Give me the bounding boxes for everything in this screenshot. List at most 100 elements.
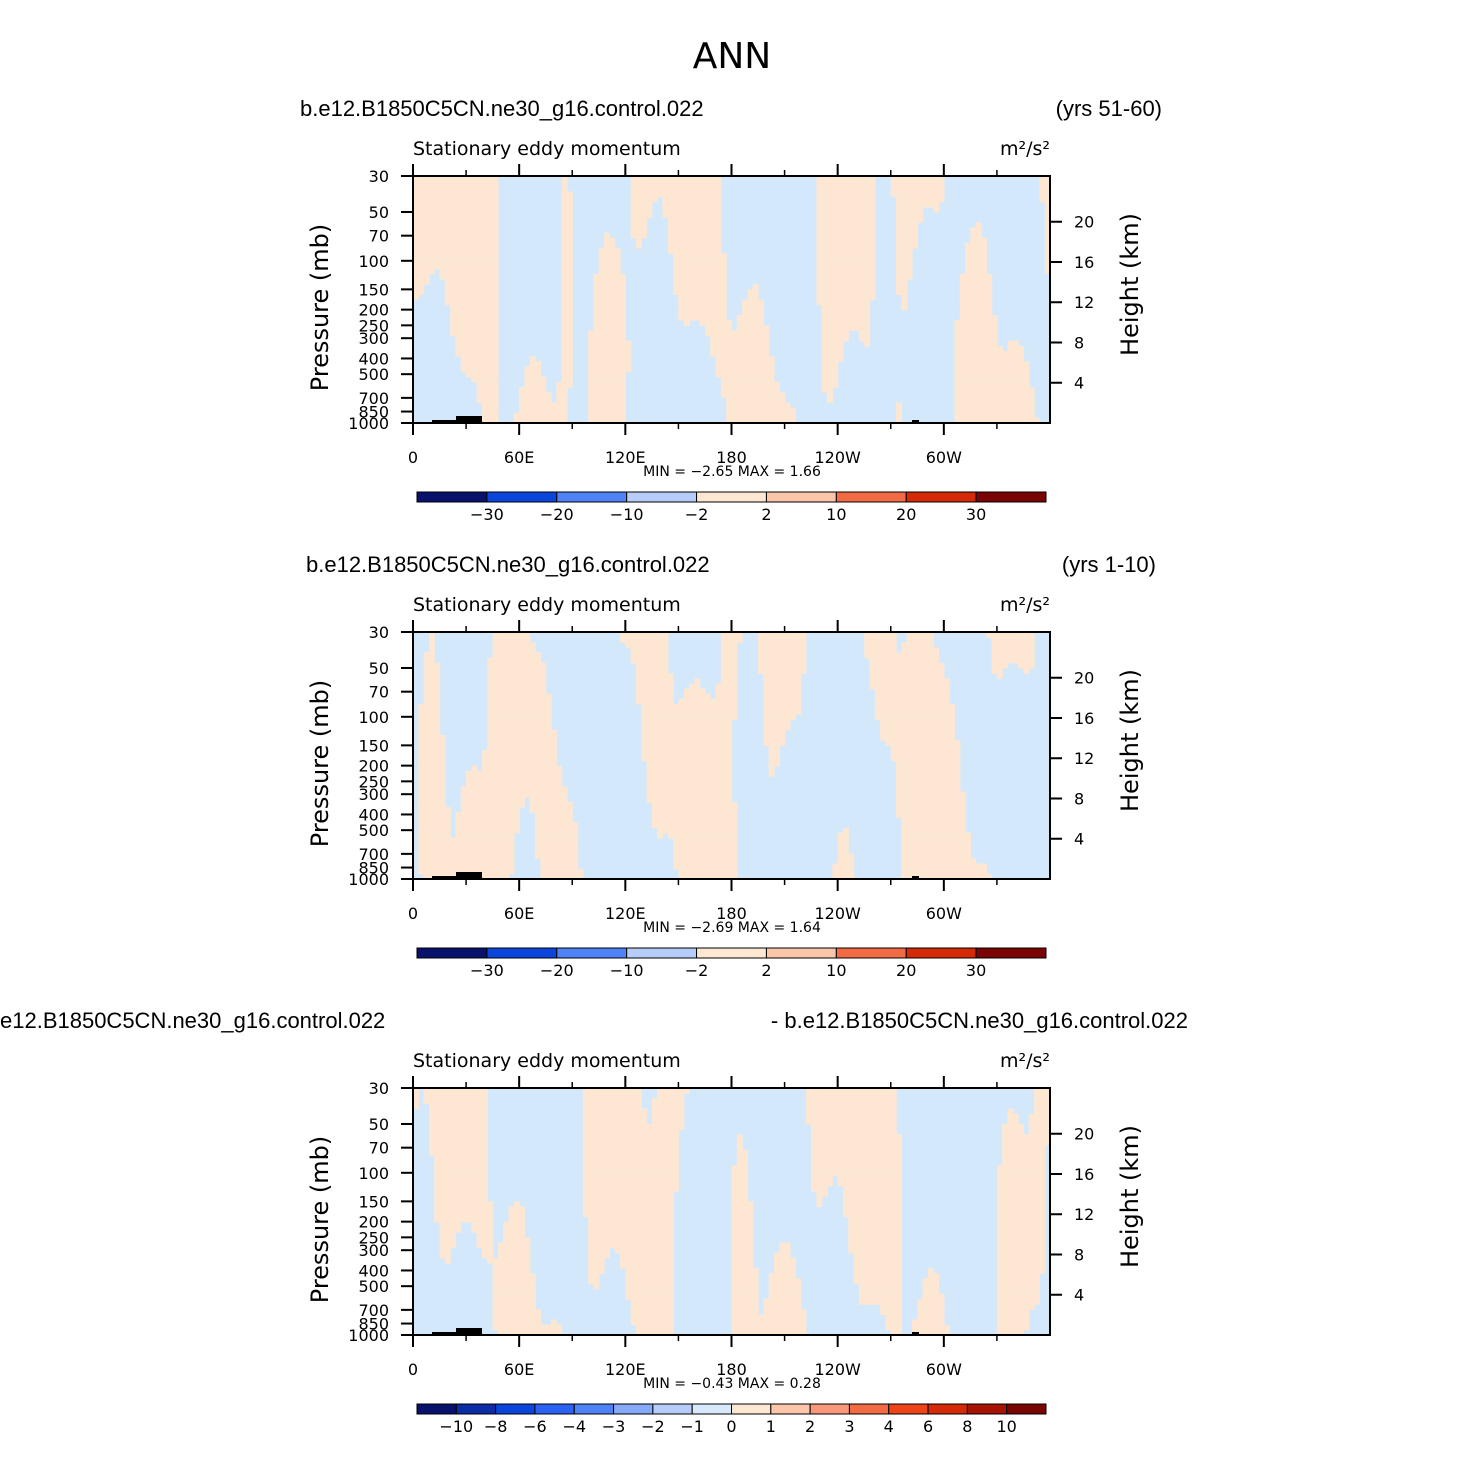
field-positive-cell <box>699 729 706 736</box>
field-positive-cell <box>986 320 993 326</box>
field-positive-cell <box>556 770 563 777</box>
field-positive-cell <box>503 714 510 721</box>
field-positive-cell <box>943 755 950 762</box>
field-positive-cell <box>975 320 982 326</box>
field-positive-cell <box>922 734 929 741</box>
field-positive-cell <box>492 263 499 270</box>
field-positive-cell <box>816 212 823 218</box>
field-positive-cell <box>699 781 706 787</box>
field-positive-cell <box>1044 227 1050 234</box>
field-positive-cell <box>832 206 839 213</box>
field-positive-cell <box>758 407 764 414</box>
field-positive-cell <box>460 201 467 208</box>
field-positive-cell <box>842 206 849 213</box>
field-positive-cell <box>933 817 940 823</box>
field-positive-cell <box>927 688 934 695</box>
field-positive-cell <box>513 827 520 834</box>
field-positive-cell <box>673 750 680 757</box>
field-positive-cell <box>535 745 541 751</box>
field-positive-cell <box>540 714 547 721</box>
field-positive-cell <box>959 817 966 823</box>
field-positive-cell <box>455 258 462 265</box>
field-positive-cell <box>683 801 690 808</box>
field-positive-cell <box>519 662 526 669</box>
field-positive-cell <box>715 314 722 321</box>
field-positive-cell <box>694 714 701 721</box>
field-positive-cell <box>604 330 611 337</box>
field-positive-cell <box>933 822 940 829</box>
field-positive-cell <box>773 704 780 710</box>
field-positive-cell <box>482 786 488 793</box>
field-positive-cell <box>752 381 759 388</box>
field-positive-cell <box>471 335 478 342</box>
field-positive-cell <box>784 673 791 679</box>
field-positive-cell <box>620 345 626 352</box>
field-positive-cell <box>816 248 823 254</box>
field-positive-cell <box>455 268 462 275</box>
field-positive-cell <box>848 248 855 254</box>
field-positive-cell <box>710 258 717 265</box>
field-positive-cell <box>832 284 839 290</box>
field-positive-cell <box>678 309 685 316</box>
field-positive-cell <box>545 801 552 808</box>
field-positive-cell <box>763 657 770 664</box>
field-positive-cell <box>731 657 738 664</box>
field-positive-cell <box>949 863 956 870</box>
field-positive-cell <box>551 863 557 870</box>
field-positive-cell <box>466 822 472 829</box>
field-positive-cell <box>529 714 536 721</box>
field-positive-cell <box>423 765 430 772</box>
field-positive-cell <box>678 709 685 715</box>
field-positive-cell <box>800 657 807 664</box>
field-positive-cell <box>731 407 738 414</box>
field-positive-cell <box>943 683 950 690</box>
field-positive-cell <box>561 842 568 849</box>
field-positive-cell <box>423 678 430 685</box>
field-positive-cell <box>832 258 839 265</box>
field-positive-cell <box>853 227 860 234</box>
field-positive-cell <box>704 284 711 290</box>
field-positive-cell <box>413 191 419 198</box>
field-positive-cell <box>933 709 940 715</box>
field-positive-cell <box>604 237 611 244</box>
field-positive-cell <box>1002 657 1009 664</box>
field-positive-cell <box>529 734 536 741</box>
field-positive-cell <box>726 760 733 767</box>
field-positive-cell <box>911 637 918 643</box>
field-positive-cell <box>418 770 425 777</box>
field-positive-cell <box>471 284 478 290</box>
field-positive-cell <box>853 242 860 249</box>
field-positive-cell <box>476 263 483 270</box>
field-positive-cell <box>529 366 536 373</box>
field-positive-cell <box>954 786 961 793</box>
field-positive-cell <box>975 868 982 875</box>
field-positive-cell <box>911 801 918 808</box>
field-positive-cell <box>763 340 770 347</box>
field-positive-cell <box>906 806 913 813</box>
field-positive-cell <box>455 304 462 311</box>
field-positive-cell <box>768 412 775 419</box>
field-positive-cell <box>959 304 966 311</box>
field-positive-cell <box>827 335 833 342</box>
field-positive-cell <box>954 873 961 879</box>
field-positive-cell <box>726 740 733 746</box>
field-positive-cell <box>901 196 908 203</box>
field-positive-cell <box>540 402 547 409</box>
field-positive-cell <box>699 693 706 700</box>
field-positive-cell <box>646 724 653 731</box>
field-positive-cell <box>519 632 526 638</box>
field-positive-cell <box>827 314 833 321</box>
y-right-axis-label: Height (km) <box>1116 213 1144 356</box>
field-positive-cell <box>1023 642 1030 649</box>
field-positive-cell <box>482 760 488 767</box>
field-positive-cell <box>646 673 653 679</box>
field-positive-cell <box>497 786 504 793</box>
field-positive-cell <box>933 714 940 721</box>
field-positive-cell <box>980 289 987 295</box>
field-positive-cell <box>821 314 828 321</box>
field-positive-cell <box>519 786 526 793</box>
y-left-tick-label: 30 <box>369 623 389 642</box>
field-positive-cell <box>933 647 940 654</box>
field-positive-cell <box>853 201 860 208</box>
field-positive-cell <box>593 325 600 331</box>
